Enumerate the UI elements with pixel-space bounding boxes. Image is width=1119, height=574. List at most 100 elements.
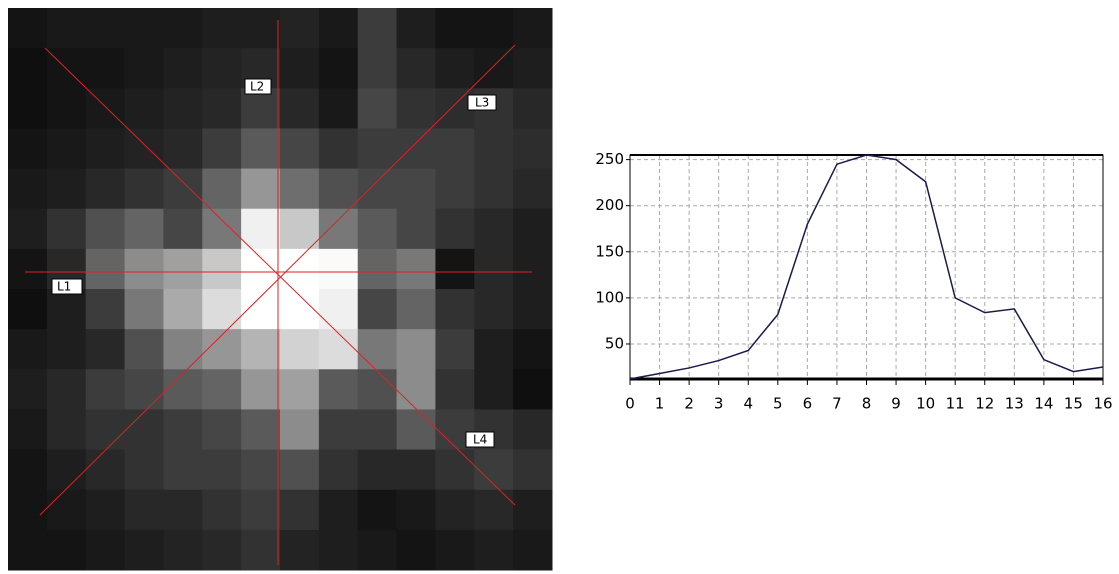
pixel	[47, 490, 86, 531]
pixel	[358, 409, 397, 450]
pixel	[319, 48, 358, 89]
x-tick-label: 7	[832, 395, 842, 413]
pixel	[202, 169, 241, 210]
pixel	[513, 88, 552, 129]
pixel	[86, 490, 125, 531]
pixel	[86, 289, 125, 330]
pixel	[163, 8, 202, 49]
pixel	[435, 289, 474, 330]
pixel	[280, 450, 319, 491]
pixel	[47, 128, 86, 169]
pixel	[8, 48, 47, 89]
profile-chart: 50100150200250012345678910111213141516	[595, 150, 1112, 412]
y-tick-label: 50	[605, 334, 624, 352]
pixel	[8, 369, 47, 410]
pixel	[474, 289, 513, 330]
pixel	[474, 530, 513, 571]
x-tick-label: 14	[1034, 395, 1053, 413]
pixel	[202, 8, 241, 49]
pixel	[241, 169, 280, 210]
pixel	[513, 530, 552, 571]
pixel	[86, 128, 125, 169]
pixel	[163, 409, 202, 450]
pixel	[86, 409, 125, 450]
pixel	[47, 329, 86, 370]
pixel	[358, 490, 397, 531]
pixel	[397, 369, 436, 410]
pixel	[8, 249, 47, 290]
pixel	[280, 249, 319, 290]
pixel	[319, 369, 358, 410]
pixel	[513, 8, 552, 49]
pixel	[280, 169, 319, 210]
pixel	[202, 490, 241, 531]
pixel	[319, 88, 358, 129]
pixel	[163, 209, 202, 250]
pixel	[358, 329, 397, 370]
pixel	[435, 249, 474, 290]
label: L4	[473, 433, 487, 447]
pixel	[125, 48, 164, 89]
pixel	[125, 128, 164, 169]
pixel	[8, 88, 47, 129]
pixel	[358, 169, 397, 210]
pixel	[358, 289, 397, 330]
pixel	[86, 88, 125, 129]
pixel	[513, 48, 552, 89]
pixel	[474, 209, 513, 250]
pixel	[86, 169, 125, 210]
pixel	[163, 169, 202, 210]
pixel	[513, 249, 552, 290]
pixel	[163, 490, 202, 531]
y-tick-label: 200	[595, 196, 624, 214]
pixel	[47, 8, 86, 49]
pixel	[47, 88, 86, 129]
x-tick-label: 15	[1064, 395, 1083, 413]
pixel	[474, 369, 513, 410]
pixel	[397, 209, 436, 250]
pixel	[86, 8, 125, 49]
pixel	[435, 169, 474, 210]
x-tick-label: 4	[743, 395, 753, 413]
pixel	[397, 409, 436, 450]
pixel	[474, 169, 513, 210]
pixel	[47, 289, 86, 330]
pixel	[435, 490, 474, 531]
x-tick-label: 13	[1005, 395, 1024, 413]
pixel	[125, 369, 164, 410]
x-tick-label: 0	[625, 395, 635, 413]
pixel	[358, 450, 397, 491]
pixel	[397, 450, 436, 491]
pixel	[202, 369, 241, 410]
pixel	[86, 48, 125, 89]
pixel	[319, 128, 358, 169]
pixel	[163, 249, 202, 290]
pixel	[435, 530, 474, 571]
pixel	[358, 8, 397, 49]
pixel	[47, 450, 86, 491]
pixel	[8, 530, 47, 571]
pixel	[280, 409, 319, 450]
pixel	[397, 490, 436, 531]
pixel	[358, 128, 397, 169]
pixel	[280, 369, 319, 410]
pixel	[125, 169, 164, 210]
pixel	[280, 8, 319, 49]
pixel	[8, 329, 47, 370]
screen: L1 L2 L3 L4 5010015020025001234567891011…	[0, 0, 1119, 574]
pixel	[125, 490, 164, 531]
x-tick-label: 5	[773, 395, 783, 413]
pixel	[513, 450, 552, 491]
pixel	[319, 329, 358, 370]
pixel	[280, 490, 319, 531]
pixel	[397, 88, 436, 129]
pixel	[86, 369, 125, 410]
pixel	[125, 329, 164, 370]
x-tick-label: 8	[862, 395, 872, 413]
pixel	[163, 289, 202, 330]
pixel	[47, 169, 86, 210]
pixel	[513, 329, 552, 370]
pixel	[513, 289, 552, 330]
x-tick-label: 3	[714, 395, 724, 413]
pixel	[125, 88, 164, 129]
